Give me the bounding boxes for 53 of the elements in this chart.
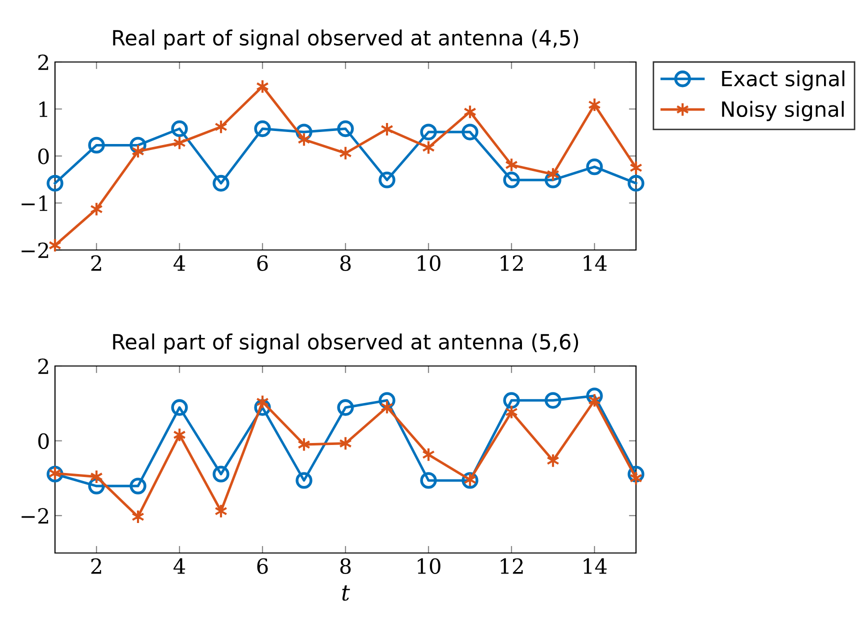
y-tick-label: 1	[39, 101, 48, 117]
y-tick-label: −1	[22, 195, 48, 211]
x-tick-label: 14	[584, 558, 607, 574]
x-tick-label: 6	[257, 255, 268, 271]
chart-title: Real part of signal observed at antenna (5,6)	[113, 334, 578, 354]
point	[296, 472, 312, 489]
x-tick-label: 12	[500, 255, 523, 271]
point	[420, 124, 437, 140]
y-tick-label: 0	[38, 433, 49, 450]
point	[503, 392, 520, 409]
x-tick-label: 12	[500, 558, 523, 574]
point	[544, 172, 562, 188]
y-tick-label: 0	[38, 148, 49, 164]
x-tick-label: 4	[174, 255, 186, 271]
x-tick-label: 2	[91, 255, 102, 271]
point	[544, 392, 562, 409]
point	[628, 466, 644, 482]
point	[586, 158, 603, 176]
point	[462, 124, 478, 140]
chart-title: Real part of signal observed at antenna (4,5)	[113, 30, 578, 50]
point	[130, 478, 146, 494]
y-tick-label: −2	[22, 242, 48, 258]
x-tick-label: 10	[418, 558, 440, 574]
point	[171, 399, 188, 416]
y-tick-label: 2	[38, 358, 48, 374]
x-tick-label: 4	[174, 558, 186, 574]
point	[503, 172, 520, 188]
point	[420, 472, 437, 489]
point	[378, 172, 396, 188]
point	[337, 399, 354, 416]
point	[171, 120, 188, 138]
legend-label: Exact signal	[722, 70, 844, 90]
legend-label: Noisy signal	[722, 100, 844, 122]
point	[628, 174, 644, 192]
x-tick-label: 8	[340, 255, 351, 271]
point	[46, 174, 64, 192]
x-tick-label: 8	[340, 558, 351, 574]
y-tick-label: 2	[38, 54, 48, 70]
point	[88, 136, 105, 154]
point	[337, 120, 354, 138]
x-tick-label: 10	[418, 255, 440, 271]
point	[212, 174, 230, 192]
x-tick-label: 14	[584, 255, 607, 271]
y-tick-label: −2	[22, 508, 48, 524]
x-tick-label: 6	[257, 558, 268, 574]
point	[130, 136, 146, 154]
point	[296, 124, 312, 140]
point	[586, 388, 603, 404]
point	[378, 392, 396, 409]
x-tick-label: 2	[91, 558, 102, 574]
point	[254, 120, 271, 138]
point	[212, 466, 230, 482]
x-axis-title: t	[342, 585, 350, 601]
